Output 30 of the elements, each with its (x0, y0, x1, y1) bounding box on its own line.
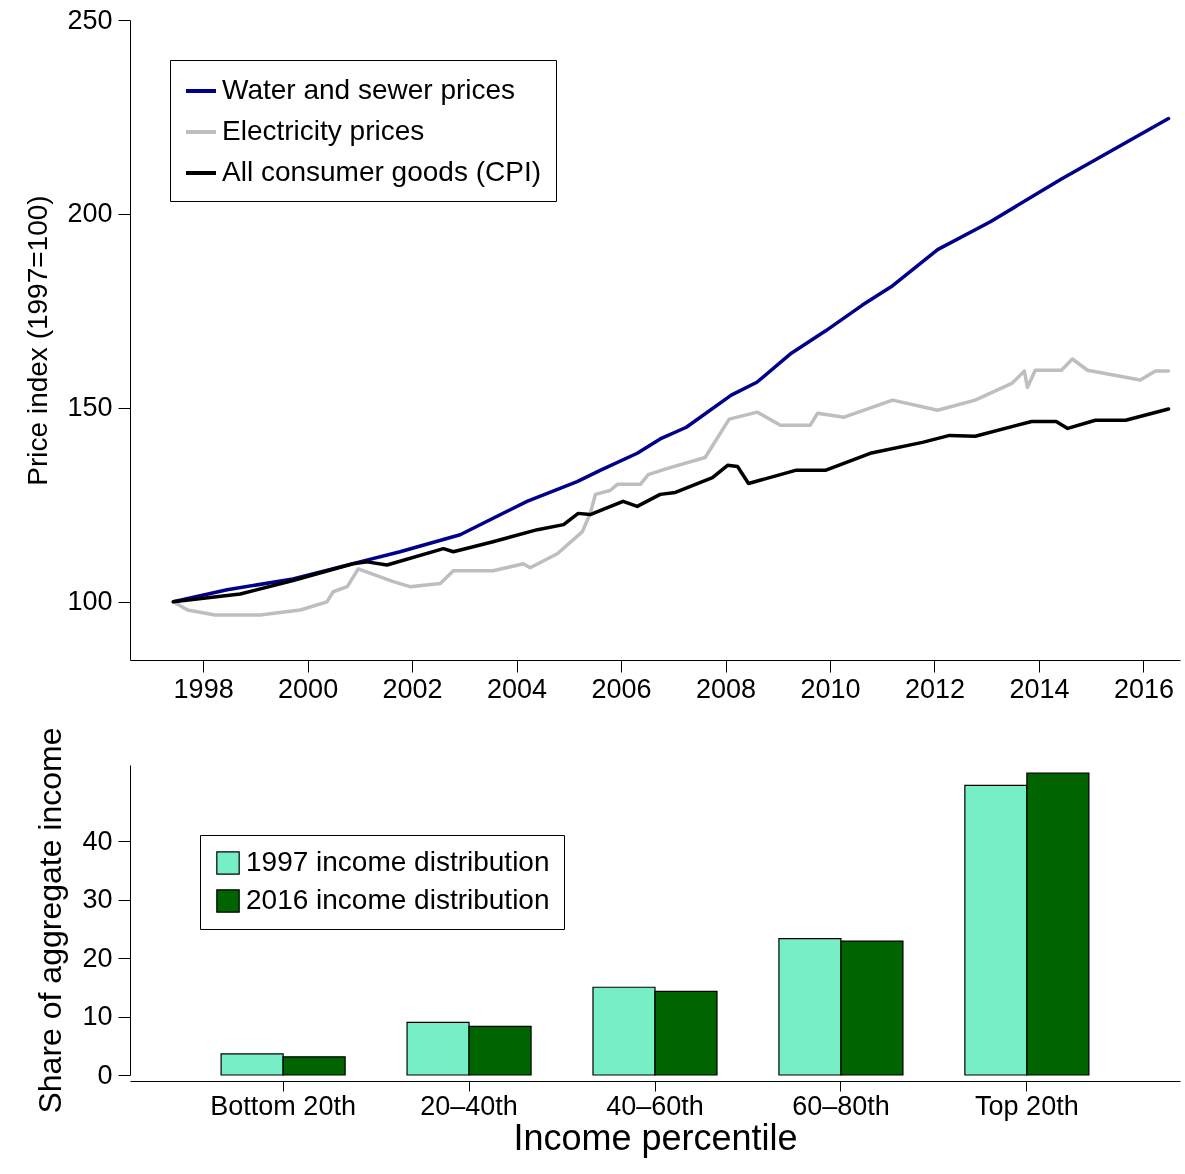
y-axis-title: Price index (1997=100) (22, 195, 54, 486)
x-tick-label: Top 20th (975, 1090, 1079, 1121)
x-tick-label: 2000 (278, 673, 339, 704)
y-tick-label: 40 (82, 825, 113, 856)
x-tick-label: 2002 (382, 673, 443, 704)
x-tick-label: 2012 (904, 673, 966, 704)
y-tick-label: 100 (67, 586, 113, 617)
y-tick-label: 200 (67, 198, 113, 229)
x-tick-label: 2014 (1009, 673, 1070, 704)
x-tick-label: 2010 (800, 673, 861, 704)
legend-label: All consumer goods (CPI) (222, 156, 542, 187)
x-tick-label: 2016 (1113, 673, 1174, 704)
legend-label: Electricity prices (222, 115, 425, 146)
legend-label: 2016 income distribution (246, 884, 550, 915)
x-tick-label: 2004 (487, 673, 548, 704)
legend-label: Water and sewer prices (222, 74, 516, 105)
x-tick-label: 2006 (591, 673, 652, 704)
line-series (171, 407, 1171, 604)
legend-label: 1997 income distribution (246, 846, 550, 877)
x-tick-label: Bottom 20th (210, 1090, 356, 1121)
y-tick-label: 30 (82, 884, 113, 915)
line-series (171, 357, 1171, 617)
y-axis-title: Share of aggregate income (32, 727, 69, 1114)
y-tick-label: 10 (82, 1001, 113, 1032)
y-tick-label: 0 (97, 1059, 113, 1090)
y-tick-label: 150 (67, 392, 113, 423)
x-tick-label: 1998 (173, 673, 234, 704)
x-tick-label: 2008 (695, 673, 757, 704)
y-tick-label: 20 (82, 942, 113, 973)
y-tick-label: 250 (67, 4, 113, 35)
